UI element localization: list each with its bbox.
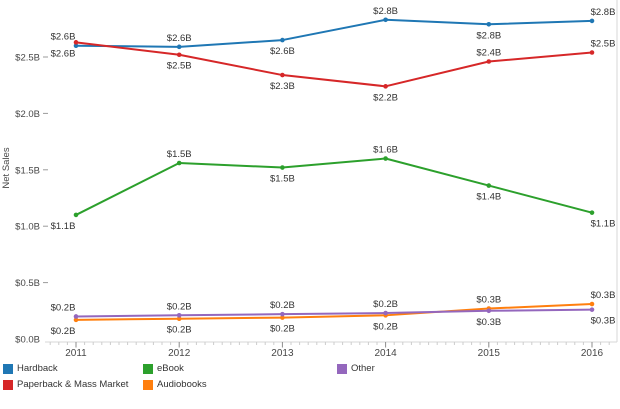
data-point-label: $1.4B <box>476 192 501 203</box>
data-point[interactable] <box>589 307 595 312</box>
data-point-label: $1.1B <box>591 219 616 230</box>
data-point-label: $2.6B <box>270 46 295 57</box>
legend-label: Hardback <box>17 363 58 374</box>
data-point-label: $2.6B <box>167 33 192 44</box>
data-point[interactable] <box>383 310 388 316</box>
data-point-label: $1.1B <box>51 221 76 232</box>
legend-column: Hardback Paperback & Mass Market <box>3 361 128 393</box>
data-point[interactable] <box>176 52 182 58</box>
data-point-label: $0.3B <box>476 317 501 328</box>
data-point[interactable] <box>73 40 79 45</box>
legend-swatch-icon <box>3 380 13 390</box>
data-point-label: $2.3B <box>270 81 295 92</box>
x-tick-label: 2012 <box>168 348 191 359</box>
y-tick-label: $0.0B <box>15 335 40 346</box>
legend-item-audiobooks[interactable]: Audiobooks <box>143 377 207 393</box>
data-point[interactable] <box>383 17 388 23</box>
legend-item-paperback-mass-market[interactable]: Paperback & Mass Market <box>3 377 128 393</box>
data-point-label: $1.5B <box>167 149 192 160</box>
legend-label: Audiobooks <box>157 379 207 390</box>
data-point[interactable] <box>73 212 79 218</box>
data-point[interactable] <box>73 317 79 323</box>
data-point[interactable] <box>280 315 285 320</box>
series-line-other[interactable] <box>75 308 593 318</box>
data-point-label: $0.2B <box>373 299 398 310</box>
data-point-label: $0.2B <box>167 325 192 336</box>
data-point[interactable] <box>486 21 492 27</box>
data-point[interactable] <box>486 308 492 314</box>
data-point[interactable] <box>486 59 492 64</box>
x-tick-label: 2015 <box>478 348 501 359</box>
legend-swatch-icon <box>337 364 347 374</box>
data-point-label: $0.2B <box>373 321 398 332</box>
data-point-label: $2.4B <box>476 48 501 59</box>
data-point-label: $0.3B <box>591 290 616 301</box>
series-line-audiobooks[interactable] <box>75 303 593 321</box>
y-tick-label: $0.5B <box>15 278 40 289</box>
y-tick-label: $1.0B <box>15 222 40 233</box>
data-point[interactable] <box>176 316 182 321</box>
data-point[interactable] <box>383 156 388 161</box>
data-point-label: $2.8B <box>476 30 501 41</box>
data-point[interactable] <box>176 160 182 166</box>
data-point-label: $1.6B <box>373 145 398 156</box>
data-point[interactable] <box>589 18 595 24</box>
y-tick-label: $1.5B <box>15 165 40 176</box>
x-tick-label: 2016 <box>581 348 604 359</box>
legend-item-other[interactable]: Other <box>337 361 375 377</box>
data-point[interactable] <box>280 165 285 170</box>
data-point-label: $2.6B <box>51 48 76 59</box>
legend-column: eBook Audiobooks <box>143 361 207 393</box>
legend-swatch-icon <box>143 380 153 390</box>
legend-label: eBook <box>157 363 184 374</box>
y-tick-label: $2.0B <box>15 109 40 120</box>
data-point[interactable] <box>280 311 285 317</box>
data-point-label: $0.2B <box>167 301 192 312</box>
legend-swatch-icon <box>143 364 153 374</box>
data-point[interactable] <box>589 210 595 215</box>
data-point-label: $2.5B <box>167 61 192 72</box>
data-point-label: $2.2B <box>373 92 398 103</box>
series-line-paperback-mass-market[interactable] <box>75 41 593 88</box>
legend-item-ebook[interactable]: eBook <box>143 361 207 377</box>
data-point-label: $0.2B <box>270 300 295 311</box>
data-point[interactable] <box>73 314 79 319</box>
data-point[interactable] <box>589 301 595 307</box>
series-line-ebook[interactable] <box>75 157 593 216</box>
legend-column: Other <box>337 361 375 377</box>
data-point-label: $0.2B <box>270 324 295 335</box>
x-tick-label: 2013 <box>271 348 294 359</box>
legend-label: Paperback & Mass Market <box>17 379 129 390</box>
data-point[interactable] <box>176 313 182 318</box>
legend: Hardback Paperback & Mass Market eBook Audi… <box>0 361 620 401</box>
x-tick-label: 2014 <box>374 348 397 359</box>
data-point[interactable] <box>280 72 285 78</box>
y-tick-label: $2.5B <box>15 53 40 64</box>
data-point-label: $2.6B <box>51 32 76 43</box>
data-point-label: $0.3B <box>476 295 501 306</box>
data-point[interactable] <box>383 84 388 89</box>
data-point[interactable] <box>589 50 595 55</box>
series-line-hardback[interactable] <box>75 18 593 48</box>
data-point-label: $0.3B <box>591 316 616 327</box>
data-point-label: $1.5B <box>270 174 295 185</box>
data-point[interactable] <box>280 37 285 43</box>
data-point[interactable] <box>176 44 182 50</box>
data-point-label: $0.2B <box>51 302 76 313</box>
y-axis-title: Net Sales <box>1 147 12 188</box>
data-point-label: $2.8B <box>591 7 616 18</box>
data-point[interactable] <box>486 183 492 188</box>
data-point-label: $0.2B <box>51 326 76 337</box>
data-point-label: $2.5B <box>591 38 616 49</box>
plot-area: Net Sales 2011 2012 2013 2014 2015 2016 $0.0B $… <box>1 0 618 359</box>
legend-swatch-icon <box>3 364 13 374</box>
data-point[interactable] <box>73 43 79 49</box>
data-point-label: $2.8B <box>373 6 398 17</box>
x-tick-label: 2011 <box>65 348 87 359</box>
legend-item-hardback[interactable]: Hardback <box>3 361 128 377</box>
legend-label: Other <box>351 363 375 374</box>
